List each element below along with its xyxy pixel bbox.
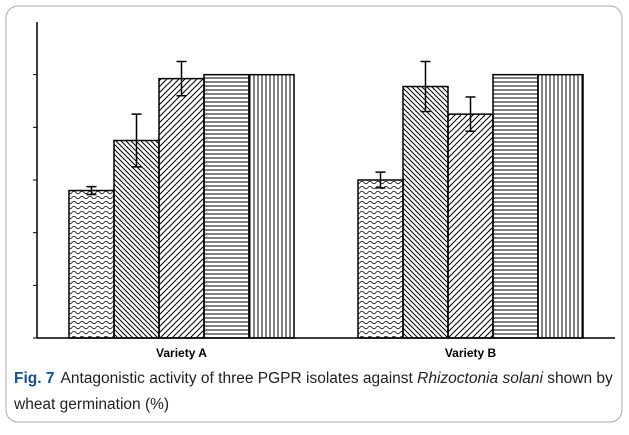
bar [113,139,160,339]
bar [68,189,115,339]
caption-tail: shown by wheat germination (%) [14,370,613,413]
caption-italic: Rhizoctonia solani [417,370,543,387]
bar [248,73,295,339]
error-bar [176,60,187,97]
bar [492,73,539,339]
error-bar [131,113,142,168]
frame [5,5,623,423]
error-bar [86,185,97,196]
bar [537,73,584,339]
bar [402,85,449,339]
caption-text: Antagonistic activity of three PGPR isol… [60,370,418,387]
error-bar [465,96,476,133]
caption-label: Fig. 7 [14,370,55,387]
error-bar [420,60,431,113]
x-tick-label: Variety B [445,346,497,360]
bar [158,77,205,339]
caption: Fig. 7 Antagonistic activity of three PGP… [14,366,620,418]
bar [357,179,404,339]
bar [447,113,494,339]
error-bar [375,171,386,189]
bar [203,73,250,339]
x-tick-label: Variety A [156,346,207,360]
